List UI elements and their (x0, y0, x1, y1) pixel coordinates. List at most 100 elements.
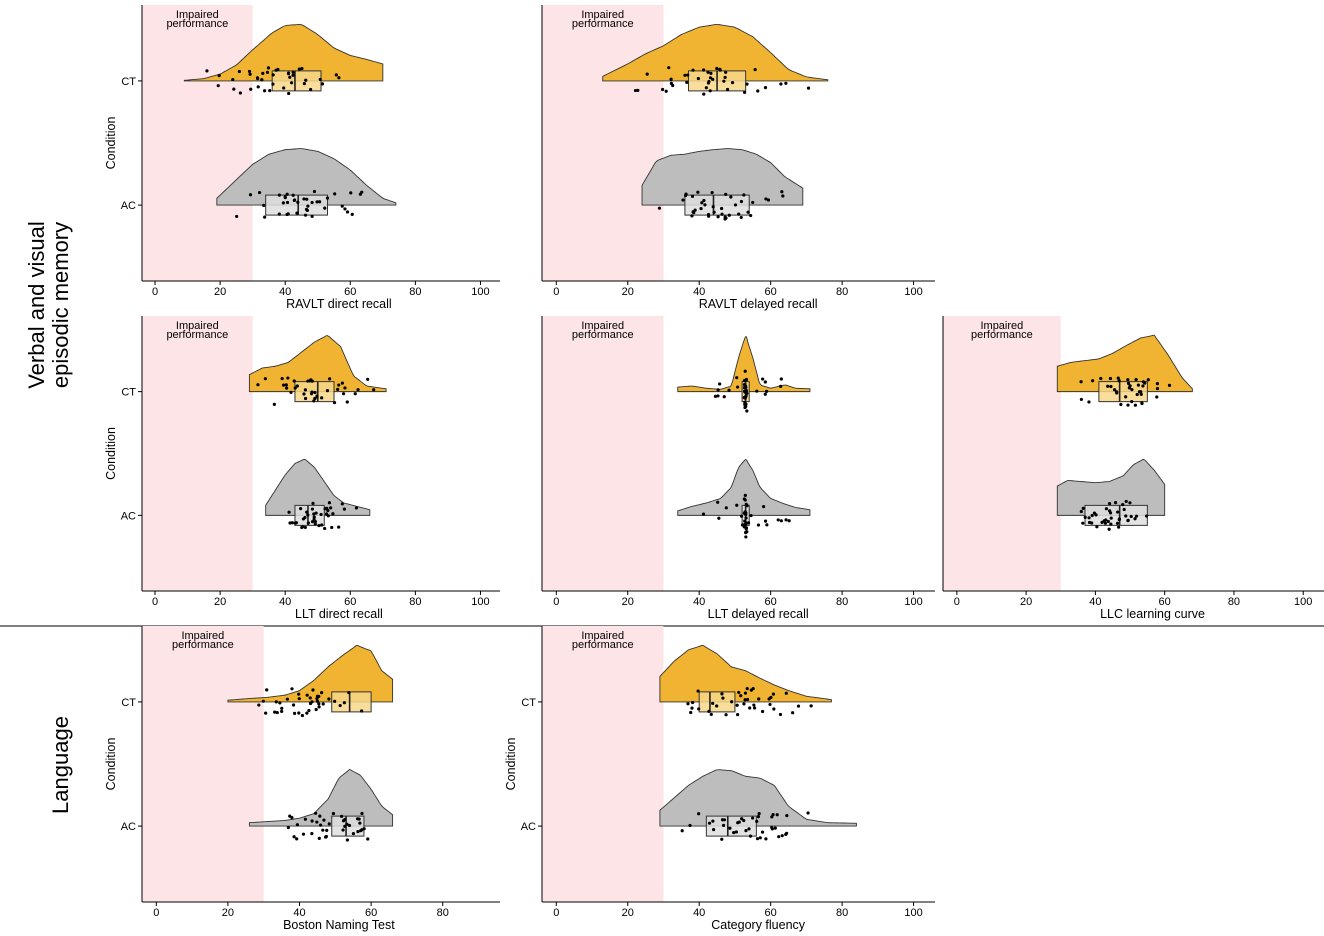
data-point (712, 827, 716, 832)
y-axis-label: Condition (104, 427, 118, 480)
x-tick-label: 80 (836, 907, 848, 919)
data-point (729, 195, 733, 199)
x-axis-label: LLT delayed recall (708, 607, 809, 621)
data-point (1124, 395, 1128, 399)
data-point (696, 76, 700, 81)
data-point (706, 212, 711, 217)
data-point (329, 506, 333, 510)
data-point (761, 377, 765, 381)
data-point (1126, 519, 1130, 523)
data-point (327, 822, 331, 826)
impaired-label-line1: Impaired (176, 9, 219, 21)
data-point (796, 704, 801, 708)
data-point (749, 513, 753, 518)
data-point (776, 518, 780, 522)
data-point (216, 84, 220, 88)
y-tick-label: AC (121, 821, 136, 833)
data-point (1108, 376, 1113, 381)
impaired-zone (542, 626, 664, 902)
impaired-zone (142, 5, 253, 281)
data-point (745, 409, 749, 413)
impaired-label-line2: performance (172, 639, 234, 651)
data-point (351, 832, 356, 836)
data-point (345, 210, 350, 214)
data-point (272, 402, 276, 406)
data-point (287, 91, 291, 96)
data-point (1126, 381, 1131, 385)
data-point (281, 383, 286, 387)
data-point (669, 77, 673, 81)
data-point (341, 828, 345, 832)
data-point (340, 204, 344, 208)
data-point (757, 697, 761, 701)
data-point (325, 828, 329, 832)
data-point (297, 67, 301, 71)
data-point (311, 688, 315, 692)
data-point (1122, 507, 1126, 512)
data-point (713, 394, 718, 398)
data-point (742, 497, 746, 501)
y-tick-label: AC (121, 200, 136, 212)
data-point (1139, 392, 1143, 397)
density-CT (1056, 334, 1193, 393)
data-point (730, 700, 734, 704)
data-point (702, 198, 706, 203)
data-point (1100, 520, 1104, 524)
data-point (1109, 384, 1113, 389)
data-point (285, 697, 289, 701)
data-point (291, 70, 295, 74)
x-tick-label: 60 (765, 907, 777, 919)
data-point (231, 77, 235, 82)
data-point (315, 696, 319, 701)
data-point (325, 196, 330, 200)
data-point (685, 80, 689, 84)
x-tick-label: 60 (765, 286, 777, 298)
data-point (753, 67, 757, 72)
impaired-label-line2: performance (572, 329, 634, 341)
data-point (205, 69, 209, 73)
data-point (779, 377, 783, 381)
x-axis-label: LLT direct recall (295, 607, 383, 621)
data-point (318, 814, 322, 818)
data-point (742, 389, 747, 393)
data-point (703, 203, 707, 207)
data-point (1130, 388, 1134, 392)
box-AC (705, 815, 757, 837)
data-point (342, 507, 346, 511)
data-point (739, 199, 744, 204)
data-point (1079, 380, 1083, 384)
y-tick-label: CT (121, 76, 136, 88)
data-point (303, 516, 307, 520)
data-point (305, 197, 309, 201)
data-point (320, 82, 325, 86)
data-point (359, 829, 363, 833)
data-point (330, 525, 334, 530)
data-point (372, 388, 376, 392)
data-point (743, 698, 747, 702)
data-point (345, 822, 349, 826)
data-point (340, 814, 344, 818)
data-point (724, 216, 728, 220)
data-point (306, 521, 310, 525)
data-point (645, 72, 649, 76)
data-point (289, 81, 294, 85)
data-point (755, 819, 759, 823)
data-point (700, 201, 704, 205)
x-tick-label: 60 (344, 596, 356, 608)
data-point (1113, 501, 1118, 505)
data-point (292, 711, 297, 715)
data-point (304, 78, 308, 82)
data-point (303, 525, 307, 530)
data-point (320, 691, 324, 695)
data-point (1144, 514, 1149, 518)
y-tick-label: CT (121, 387, 136, 399)
data-point (727, 213, 731, 217)
data-point (752, 703, 756, 707)
density-AC (248, 769, 394, 827)
impaired-label-line2: performance (166, 329, 228, 341)
data-point (744, 535, 748, 539)
x-tick-label: 20 (222, 907, 234, 919)
data-point (690, 214, 694, 218)
data-point (315, 820, 319, 824)
